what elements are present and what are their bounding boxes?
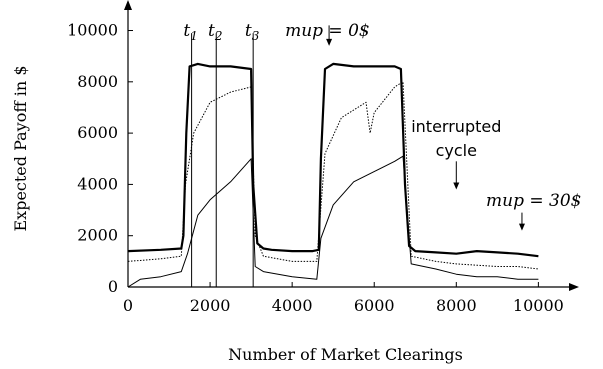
y-tick-label: 4000 (77, 174, 118, 193)
annotation-interrupted: interrupted (411, 117, 501, 136)
series-group (127, 62, 539, 288)
x-axis-arrow (569, 283, 579, 291)
annotations: mup = 0$ interrupted cycle mup = 30$ (285, 21, 581, 231)
annotation-arrowhead (453, 182, 460, 190)
y-tick-label: 8000 (77, 72, 118, 91)
marker-label-subscript: 1 (190, 29, 198, 43)
annotation-mup-0-value: = 0$ (323, 21, 370, 41)
x-tick-label: 0 (123, 296, 133, 315)
x-tick-label: 10000 (513, 296, 564, 315)
time-markers: t1 t2 t3 (183, 21, 260, 287)
marker-label-subscript: 3 (252, 29, 260, 43)
series-line-thin-solid (127, 155, 539, 288)
y-axis-arrow (124, 0, 132, 10)
y-tick-label: 10000 (67, 21, 118, 40)
annotation-cycle: cycle (436, 141, 477, 160)
series-line-dotted (127, 81, 539, 270)
annotation-mup-0: mup = 0$ (285, 21, 370, 41)
marker-label: t2 (208, 21, 222, 43)
annotation-arrowhead (518, 223, 525, 231)
marker-label-subscript: 2 (214, 29, 223, 43)
annotation-mup-30-value: = 30$ (524, 191, 582, 211)
x-tick-label: 8000 (436, 296, 477, 315)
y-tick-label: 6000 (77, 123, 118, 142)
axes: 0 2000 4000 6000 8000 10000 0 2000 4000 6000 8000 1… (67, 0, 579, 315)
annotation-mup-30: mup = 30$ (486, 191, 581, 211)
y-tick-label: 2000 (77, 226, 118, 245)
marker-label: t1 (183, 21, 197, 43)
annotation-arrowhead (326, 38, 333, 46)
y-tick-label: 0 (108, 277, 118, 296)
x-tick-label: 2000 (190, 296, 231, 315)
x-tick-label: 4000 (272, 296, 313, 315)
y-axis-label: Expected Payoff in $ (11, 66, 30, 232)
series-line-thick-solid (127, 62, 539, 258)
marker-label: t3 (245, 21, 260, 43)
x-axis-label: Number of Market Clearings (228, 345, 463, 364)
x-tick-label: 6000 (354, 296, 395, 315)
